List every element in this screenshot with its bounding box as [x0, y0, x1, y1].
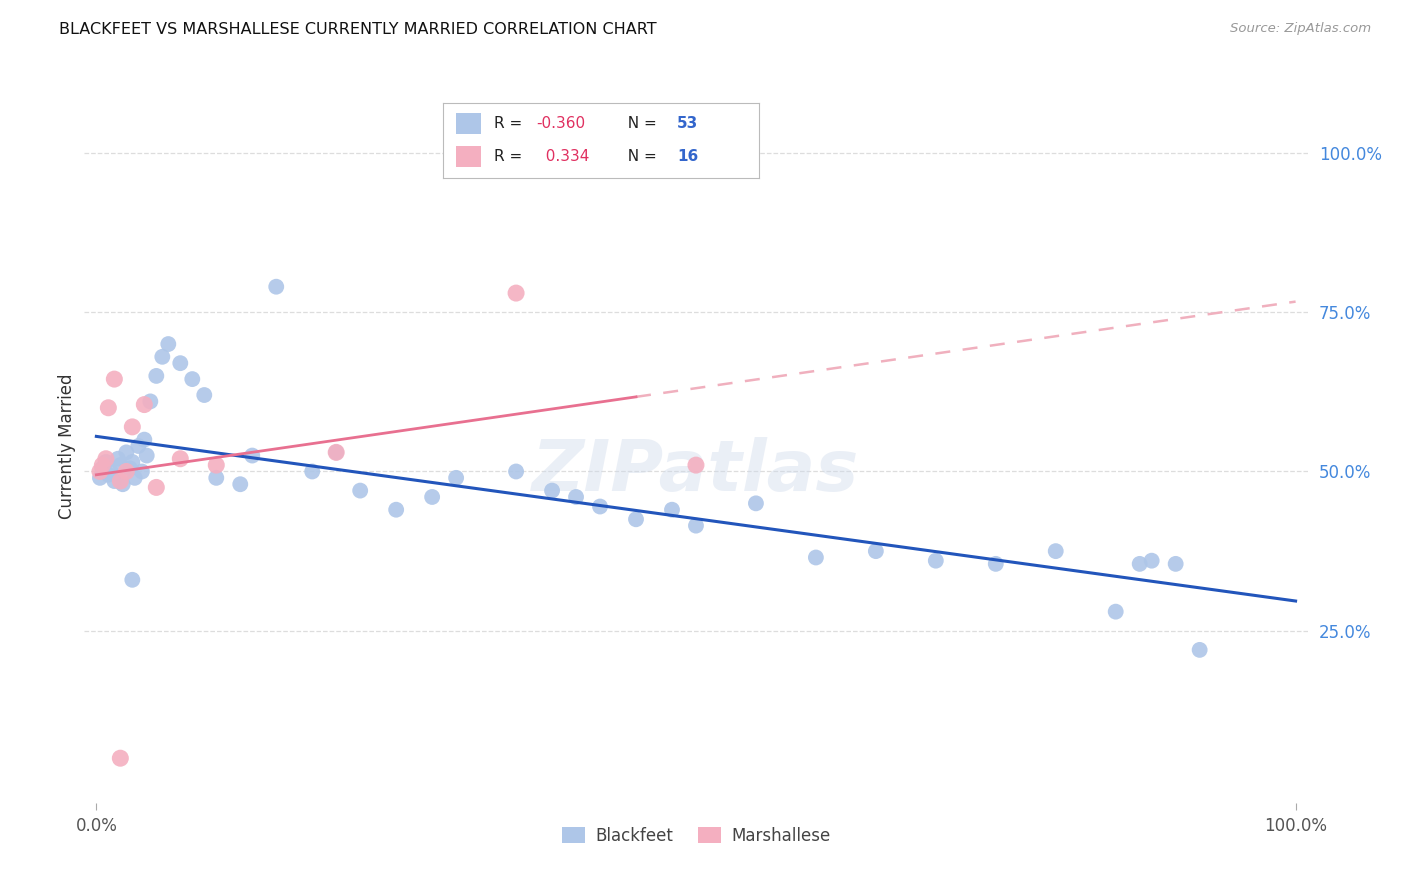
Point	[205, 471, 228, 485]
Text: N =: N =	[619, 116, 662, 131]
Point	[135, 449, 157, 463]
Point	[1164, 557, 1187, 571]
Point	[131, 465, 153, 479]
Point	[925, 554, 948, 568]
Point	[134, 398, 156, 412]
Point	[134, 433, 156, 447]
Point	[89, 465, 111, 479]
Point	[1045, 544, 1067, 558]
Point	[444, 471, 467, 485]
Point	[115, 465, 138, 479]
Point	[91, 461, 114, 475]
Point	[94, 451, 117, 466]
Point	[589, 500, 612, 514]
Point	[91, 458, 114, 472]
Point	[325, 445, 347, 459]
Point	[118, 461, 141, 475]
Text: -0.360: -0.360	[536, 116, 585, 131]
Point	[181, 372, 204, 386]
Point	[110, 751, 132, 765]
Point	[103, 372, 125, 386]
Point	[984, 557, 1007, 571]
Point	[1105, 605, 1128, 619]
Point	[124, 471, 146, 485]
Point	[107, 451, 129, 466]
Point	[121, 455, 143, 469]
Point	[505, 465, 527, 479]
Point	[115, 445, 138, 459]
Point	[111, 477, 134, 491]
Bar	[456, 145, 481, 167]
Text: Source: ZipAtlas.com: Source: ZipAtlas.com	[1230, 22, 1371, 36]
Point	[100, 465, 122, 479]
Point	[804, 550, 827, 565]
Point	[420, 490, 443, 504]
Point	[1129, 557, 1152, 571]
Point	[661, 502, 683, 516]
Text: BLACKFEET VS MARSHALLESE CURRENTLY MARRIED CORRELATION CHART: BLACKFEET VS MARSHALLESE CURRENTLY MARRI…	[59, 22, 657, 37]
Point	[94, 455, 117, 469]
Point	[97, 467, 120, 482]
Point	[565, 490, 588, 504]
Point	[121, 420, 143, 434]
Point	[145, 480, 167, 494]
Text: 53: 53	[678, 116, 699, 131]
Point	[103, 474, 125, 488]
Point	[110, 458, 132, 472]
Point	[505, 286, 527, 301]
Point	[121, 573, 143, 587]
Legend: Blackfeet, Marshallese: Blackfeet, Marshallese	[555, 821, 837, 852]
Point	[541, 483, 564, 498]
Point	[685, 518, 707, 533]
Text: 16: 16	[678, 149, 699, 164]
Point	[139, 394, 162, 409]
Point	[301, 465, 323, 479]
Point	[624, 512, 647, 526]
Text: N =: N =	[619, 149, 662, 164]
Point	[150, 350, 173, 364]
Point	[157, 337, 180, 351]
Text: 0.334: 0.334	[536, 149, 589, 164]
Point	[240, 449, 263, 463]
Text: R =: R =	[494, 116, 527, 131]
Text: R =: R =	[494, 149, 527, 164]
Point	[1140, 554, 1163, 568]
Point	[745, 496, 768, 510]
Point	[193, 388, 215, 402]
Point	[385, 502, 408, 516]
Point	[685, 458, 707, 472]
Point	[145, 368, 167, 383]
Point	[127, 439, 149, 453]
Point	[89, 471, 111, 485]
Point	[865, 544, 887, 558]
Point	[169, 356, 191, 370]
Point	[229, 477, 252, 491]
Point	[97, 401, 120, 415]
Point	[349, 483, 371, 498]
Point	[205, 458, 228, 472]
Text: ZIPatlas: ZIPatlas	[533, 437, 859, 506]
Point	[1188, 643, 1211, 657]
Point	[169, 451, 191, 466]
Y-axis label: Currently Married: Currently Married	[58, 373, 76, 519]
Point	[264, 279, 287, 293]
Point	[110, 474, 132, 488]
Bar	[456, 113, 481, 135]
Point	[325, 445, 347, 459]
